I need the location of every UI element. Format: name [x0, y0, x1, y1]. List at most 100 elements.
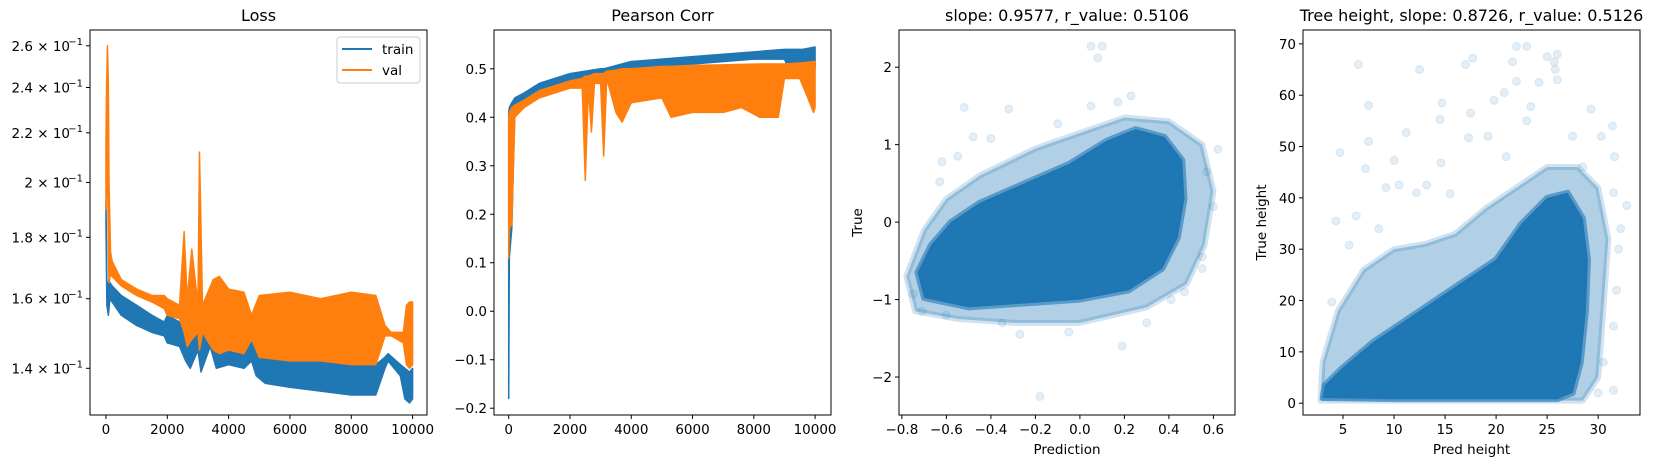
x-tick-label: 10000 [794, 422, 837, 438]
plot-area [1317, 41, 1632, 404]
x-tick-label: 0 [102, 422, 111, 438]
scatter-point [1351, 211, 1361, 221]
scatter-point [986, 133, 996, 143]
scatter-point [1598, 357, 1608, 367]
scatter-point [1622, 201, 1632, 211]
scatter-point [1197, 252, 1207, 262]
scatter-point [1004, 104, 1014, 114]
scatter-point [1512, 76, 1522, 86]
y-tick-label: 0.4 [466, 110, 487, 126]
scatter-point [1381, 183, 1391, 193]
scatter-point [1437, 98, 1447, 108]
chart-title: Pearson Corr [611, 6, 714, 25]
scatter-point [1593, 388, 1603, 398]
y-tick-mantissa: 2 × 10 [24, 175, 70, 191]
scatter-point [1522, 41, 1532, 51]
x-tick-label: −0.6 [930, 422, 963, 438]
scatter-point [1445, 189, 1455, 199]
y-tick-label: 2.6 × 10 [11, 39, 70, 55]
scatter-point [1466, 108, 1476, 118]
scatter-point [1374, 224, 1384, 234]
scatter-point [1614, 244, 1624, 254]
scatter-point [1353, 59, 1363, 69]
scatter-point [1394, 180, 1404, 190]
y-tick-label: 2 × 10 [24, 175, 70, 191]
scatter-point [1501, 152, 1511, 162]
scatter-point [1093, 53, 1103, 63]
scatter-point [908, 289, 918, 299]
x-tick-label: 2000 [150, 422, 184, 438]
scatter-point [1331, 216, 1341, 226]
scatter-point [1197, 264, 1207, 274]
scatter-point [917, 306, 927, 316]
scatter-point [1586, 104, 1596, 114]
scatter-point [1512, 41, 1522, 51]
scatter-point [953, 151, 963, 161]
y-tick-exponent: −1 [68, 228, 83, 239]
scatter-point [1086, 41, 1096, 51]
scatter-point [1015, 329, 1025, 339]
legend-label: train [382, 42, 413, 58]
y-tick-label: 20 [1279, 294, 1296, 310]
y-tick-label: 0.1 [466, 256, 487, 272]
scatter-point [1035, 391, 1045, 401]
x-tick-label: 30 [1590, 422, 1607, 438]
x-tick-label: 4000 [614, 422, 648, 438]
scatter-point [1344, 240, 1354, 250]
y-tick-label: 2 [883, 60, 892, 76]
y-tick-label: 40 [1279, 191, 1296, 207]
scatter-point [1507, 57, 1517, 67]
plot-area [507, 46, 816, 400]
scatter-point [1360, 164, 1370, 174]
y-tick-label: 1.4 × 10 [11, 361, 70, 377]
scatter-point [1364, 136, 1374, 146]
x-tick-label: −0.4 [975, 422, 1008, 438]
y-tick-label: −0.1 [454, 353, 487, 369]
chart-title: slope: 0.9577, r_value: 0.5106 [945, 6, 1189, 26]
subplot-2: 0 2000 4000 6000 8000 10000 −0.2 −0.1 0.0 0.1 0.2 0… [454, 6, 836, 438]
scatter-point [1422, 180, 1432, 190]
y-tick-label: 10 [1279, 345, 1296, 361]
y-tick-exponent: −1 [68, 78, 83, 89]
y-tick-label: −1 [872, 293, 892, 309]
x-tick-label: 15 [1436, 422, 1453, 438]
x-tick-label: −0.2 [1019, 422, 1052, 438]
subplot-3: −0.8 −0.6 −0.4 −0.2 0.0 0.2 0.4 0.6 −2 −1 0 1 2 slope… [850, 6, 1236, 458]
scatter-point [1053, 119, 1063, 129]
chart-title: Loss [241, 6, 276, 25]
scatter-point [935, 177, 945, 187]
scatter-point [1552, 49, 1562, 59]
axes-frame [89, 29, 428, 416]
scatter-point [1468, 53, 1478, 63]
scatter-point [1113, 97, 1123, 107]
y-tick-label: 0.2 [466, 207, 487, 223]
x-tick-label: 8000 [334, 422, 368, 438]
scatter-point [1142, 318, 1152, 328]
y-tick-label: 2.2 × 10 [11, 126, 70, 142]
y-tick-label: 0 [883, 215, 892, 231]
y-tick-label: 2.4 × 10 [11, 80, 70, 96]
scatter-point [997, 318, 1007, 328]
y-tick-mantissa: 1.8 × 10 [11, 230, 70, 246]
x-axis-label: Pred height [1433, 442, 1510, 458]
y-tick-label: −2 [872, 370, 892, 386]
y-tick-mantissa: 2.6 × 10 [11, 39, 70, 55]
y-tick-label: 0.5 [466, 62, 487, 78]
scatter-point [1064, 327, 1074, 337]
scatter-point [1522, 116, 1532, 126]
axes-frame [493, 29, 832, 416]
scatter-point [1612, 285, 1622, 295]
scatter-point [1086, 101, 1096, 111]
x-tick-label: 0.2 [1114, 422, 1135, 438]
scatter-point [1608, 188, 1618, 198]
scatter-point [1213, 144, 1223, 154]
scatter-dense-region [914, 126, 1188, 311]
scatter-point [1607, 121, 1617, 131]
y-tick-label: 0.0 [466, 304, 487, 320]
scatter-point [1460, 59, 1470, 69]
y-tick-exponent: −1 [68, 290, 83, 301]
